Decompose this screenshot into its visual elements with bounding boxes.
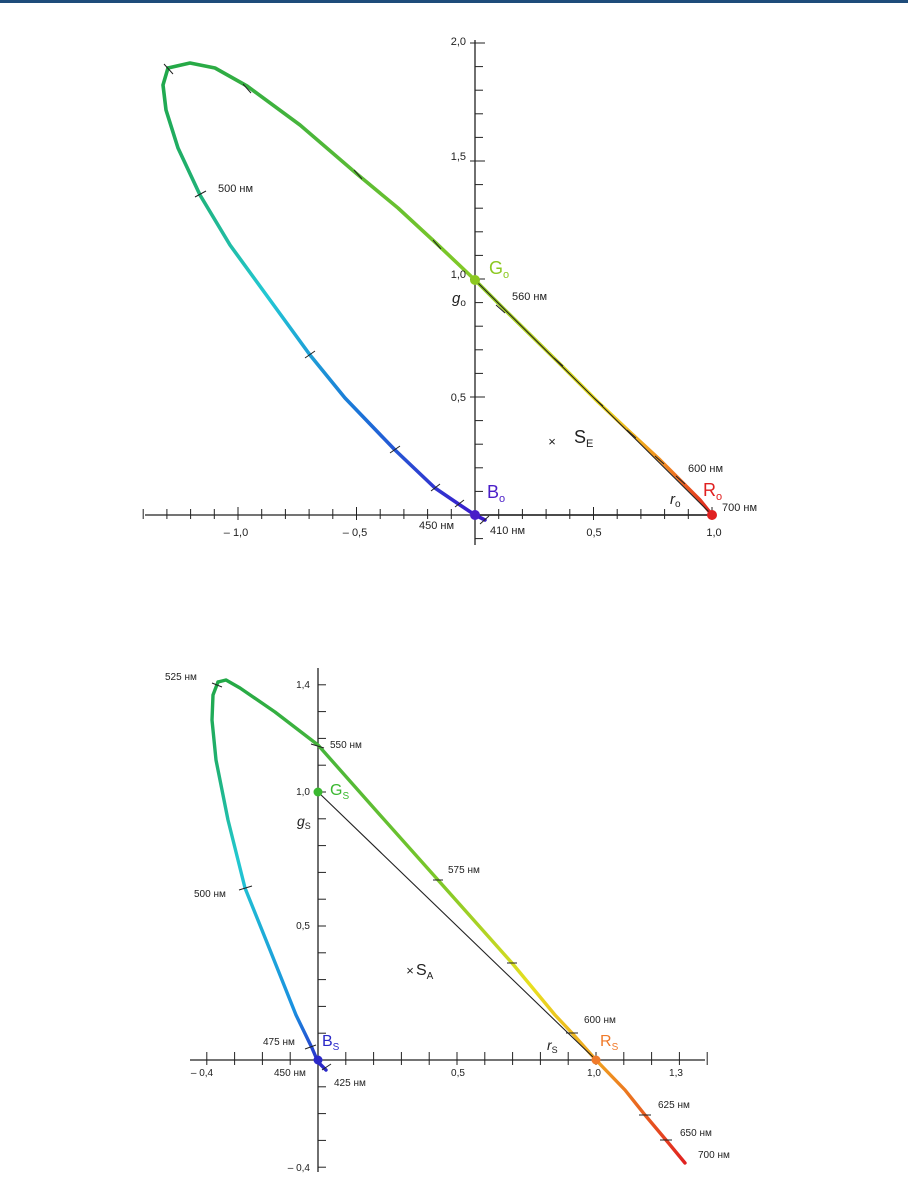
chart-1-gr-line — [474, 279, 713, 516]
chart-2-locus-ticks — [211, 682, 672, 1141]
wavelength-label: 600 нм — [688, 463, 723, 475]
chart-1-axis-labels: go ro — [452, 290, 681, 510]
primary-g-label: GS — [330, 782, 349, 802]
g-axis-label: gS — [297, 813, 311, 831]
chart-2-x-tick-label: 1,0 — [587, 1068, 601, 1079]
wavelength-label: 700 нм — [722, 502, 757, 514]
wavelength-label: 575 нм — [448, 865, 480, 876]
chart-1-x-tick-labels: – 1,0 – 0,5 0,5 1,0 — [224, 527, 722, 539]
chart-2-x-tick-label: 1,3 — [669, 1068, 683, 1079]
chart-2-y-tick-label: – 0,4 — [288, 1163, 311, 1174]
wavelength-label: 625 нм — [658, 1100, 690, 1111]
primary-r-dot — [707, 510, 717, 520]
chart-1-primaries: Go Ro Bo — [470, 258, 722, 520]
primary-g-dot — [313, 787, 323, 797]
chart-1-y-tick-label: 1,0 — [451, 269, 466, 281]
chart-2-x-tick-label: – 0,4 — [191, 1068, 214, 1079]
chart-2-y-tick-label: 0,5 — [296, 921, 310, 932]
primary-r-label: Ro — [703, 480, 722, 503]
chart-1-x-tick-label: – 0,5 — [343, 527, 367, 539]
chart-2-wavelength-labels: 525 нм 550 нм 500 нм 575 нм 600 нм 475 н… — [165, 672, 730, 1161]
primary-b-dot — [470, 510, 480, 520]
primary-b-dot — [313, 1055, 323, 1065]
wavelength-label: 425 нм — [334, 1078, 366, 1089]
chart-2-locus-green-red — [216, 678, 687, 1165]
chart-2-axes — [190, 668, 708, 1172]
chart-1-locus-blue-green — [161, 66, 487, 522]
white-point-label: SE — [574, 427, 593, 450]
wavelength-label: 525 нм — [165, 672, 197, 683]
wavelength-label: 500 нм — [194, 889, 226, 900]
chart-2-y-tick-labels: – 0,4 0,5 1,0 1,4 — [288, 680, 311, 1174]
chart-1-wavelength-labels: 500 нм 560 нм 600 нм 700 нм 450 нм 410 н… — [218, 183, 757, 537]
chart-1-x-tick-label: 0,5 — [586, 527, 601, 539]
chart-2-primaries: GS RS BS — [313, 782, 619, 1065]
white-point-marker: × — [406, 963, 414, 978]
primary-r-dot — [591, 1055, 601, 1065]
chart-2-x-tick-labels: – 0,4 0,5 1,0 1,3 — [191, 1068, 684, 1079]
chart-1: – 1,0 – 0,5 0,5 1,0 0,5 1,0 1,5 2,0 500 … — [142, 36, 757, 545]
chart-1-locus-ticks — [163, 63, 686, 525]
wavelength-label: 650 нм — [680, 1128, 712, 1139]
chart-2-white-point: × SA — [406, 962, 433, 982]
chart-2: – 0,4 0,5 1,0 1,3 – 0,4 0,5 1,0 1,4 525 … — [165, 668, 730, 1174]
chart-1-y-tick-label: 1,5 — [451, 151, 466, 163]
chart-2-minor-ticks — [206, 684, 708, 1168]
chart-2-gr-line — [317, 791, 597, 1061]
wavelength-label: 410 нм — [490, 525, 525, 537]
wavelength-label: 450 нм — [419, 520, 454, 532]
primary-r-label: RS — [600, 1033, 619, 1053]
white-point-label: SA — [416, 962, 434, 982]
primary-b-label: BS — [322, 1033, 340, 1053]
chart-2-x-tick-label: 0,5 — [451, 1068, 465, 1079]
chart-1-locus-green-red — [166, 61, 714, 517]
chart-2-axis-labels: gS rS — [297, 813, 558, 1055]
wavelength-label: 450 нм — [274, 1068, 306, 1079]
chart-2-y-tick-label: 1,0 — [296, 787, 310, 798]
chart-2-locus-blue-green — [210, 680, 328, 1072]
g-axis-label: go — [452, 290, 466, 309]
chart-1-x-tick-label: 1,0 — [706, 527, 721, 539]
top-border — [0, 0, 908, 3]
wavelength-label: 475 нм — [263, 1037, 295, 1048]
wavelength-label: 600 нм — [584, 1015, 616, 1026]
primary-g-dot — [470, 275, 480, 285]
chart-1-y-tick-labels: 0,5 1,0 1,5 2,0 — [451, 36, 466, 404]
wavelength-label: 500 нм — [218, 183, 253, 195]
primary-b-label: Bo — [487, 482, 505, 505]
chart-1-white-point: × SE — [548, 427, 593, 450]
chart-1-y-tick-label: 0,5 — [451, 392, 466, 404]
r-axis-label: ro — [670, 491, 681, 510]
r-axis-label: rS — [547, 1037, 558, 1055]
white-point-marker: × — [548, 434, 556, 449]
wavelength-label: 560 нм — [512, 291, 547, 303]
wavelength-label: 550 нм — [330, 740, 362, 751]
chart-2-y-tick-label: 1,4 — [296, 680, 310, 691]
chart-1-minor-ticks — [142, 42, 713, 540]
chart-1-x-tick-label: – 1,0 — [224, 527, 248, 539]
chart-1-axes — [142, 40, 715, 545]
chart-1-y-tick-label: 2,0 — [451, 36, 466, 48]
wavelength-label: 700 нм — [698, 1150, 730, 1161]
primary-g-label: Go — [489, 258, 509, 281]
